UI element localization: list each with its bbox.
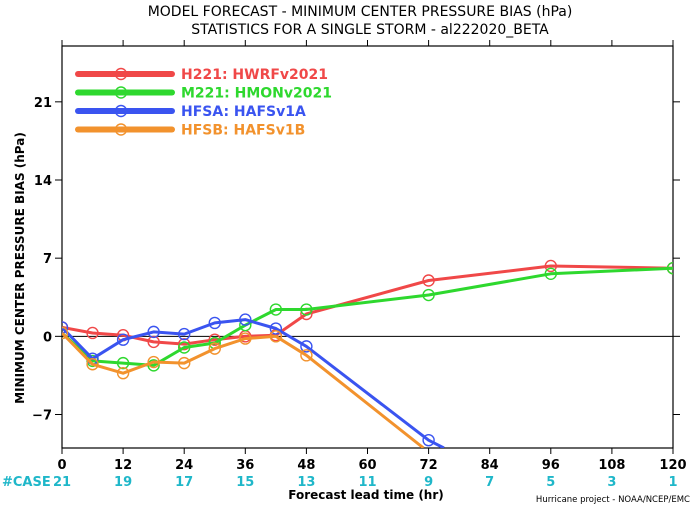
data-point (86, 358, 99, 371)
legend-label: M221: HMONv2021 (181, 86, 332, 102)
y-tick-label: 0 (43, 330, 52, 345)
data-point (208, 316, 221, 330)
data-point (86, 326, 99, 340)
x-tick-label: 72 (420, 458, 438, 473)
case-count-label: 19 (114, 475, 132, 490)
data-point (147, 325, 160, 339)
data-point (147, 335, 160, 349)
case-count-label: 21 (53, 475, 71, 490)
x-tick-label: 108 (598, 458, 625, 473)
plot-area: −707142102112192417361548136011729847965… (32, 40, 687, 490)
series-line (62, 331, 425, 448)
data-point (177, 341, 191, 354)
y-tick-label: 14 (34, 174, 52, 189)
plot-frame (61, 45, 674, 449)
series-line (62, 318, 445, 448)
data-point (300, 340, 313, 353)
data-point (422, 274, 435, 287)
case-count-label: 15 (236, 475, 254, 490)
y-tick-label: 7 (43, 252, 52, 267)
case-count-label: 9 (424, 475, 433, 490)
x-tick-label: 84 (481, 458, 499, 473)
data-point (300, 349, 313, 362)
case-count-label: 13 (297, 475, 315, 490)
x-tick-label: 0 (57, 458, 66, 473)
legend-marker (114, 86, 128, 99)
data-point (208, 342, 221, 355)
legend-label: HFSA: HAFSv1A (181, 104, 306, 120)
data-point (422, 288, 435, 302)
x-tick-label: 36 (236, 458, 254, 473)
data-point (544, 267, 557, 280)
y-axis-title: MINIMUM CENTER PRESSURE BIAS (hPa) (13, 132, 27, 404)
y-tick-label: −7 (32, 409, 52, 424)
data-point (422, 433, 435, 447)
data-point (147, 355, 160, 369)
data-point (239, 313, 252, 326)
case-label: #CASE (2, 475, 51, 490)
x-tick-label: 60 (358, 458, 376, 473)
y-tick-label: 21 (34, 96, 52, 111)
case-count-label: 11 (358, 475, 376, 490)
chart-title: MODEL FORECAST - MINIMUM CENTER PRESSURE… (148, 4, 573, 20)
chart-subtitle: STATISTICS FOR A SINGLE STORM - al222020… (191, 22, 549, 38)
data-point (62, 321, 69, 334)
legend-marker (114, 104, 128, 118)
case-count-label: 5 (546, 475, 555, 490)
x-tick-label: 48 (297, 458, 315, 473)
x-tick-label: 24 (175, 458, 193, 473)
data-point (269, 303, 283, 316)
x-axis-title: Forecast lead time (hr) (288, 488, 444, 502)
x-tick-label: 12 (114, 458, 132, 473)
data-point (177, 327, 191, 341)
case-count-label: 7 (485, 475, 494, 490)
legend-marker (114, 67, 128, 81)
data-point (269, 330, 283, 343)
series-group (62, 259, 673, 448)
data-point (116, 366, 130, 380)
data-point (116, 356, 130, 370)
data-point (177, 356, 191, 370)
case-count-label: 17 (175, 475, 193, 490)
data-point (177, 337, 191, 351)
data-point (269, 322, 283, 335)
x-tick-label: 120 (659, 458, 686, 473)
data-point (116, 333, 130, 346)
legend-label: HFSB: HAFSv1B (181, 123, 305, 139)
series-line (62, 266, 673, 367)
data-point (239, 332, 252, 345)
data-point (62, 326, 69, 340)
x-tick-label: 96 (542, 458, 560, 473)
legend-marker (114, 123, 128, 136)
data-point (300, 303, 313, 316)
legend-label: H221: HWRFv2021 (181, 67, 328, 83)
data-point (544, 259, 557, 273)
case-count-label: 3 (607, 475, 616, 490)
case-count-label: 1 (668, 475, 677, 490)
credit-text: Hurricane project - NOAA/NCEP/EMC (536, 495, 690, 505)
data-point (666, 262, 673, 275)
